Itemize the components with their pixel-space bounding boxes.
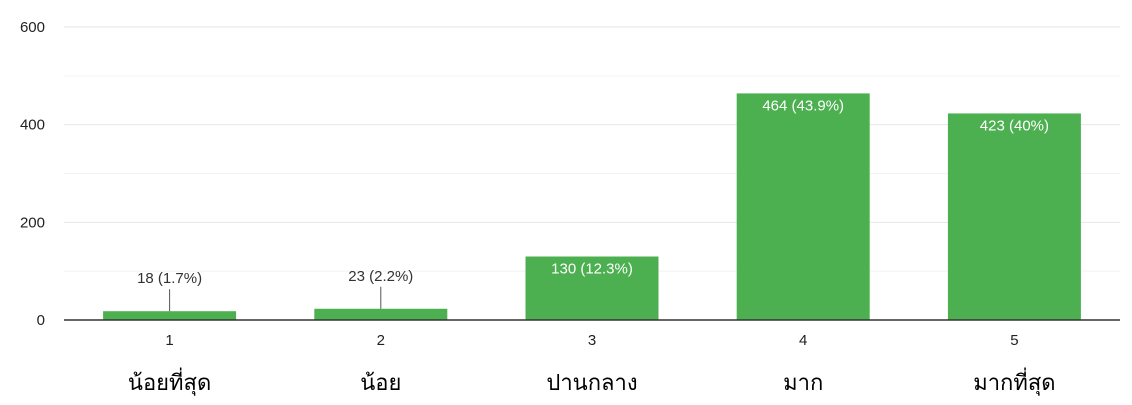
y-axis-ticks: 0 200 400 600 (20, 19, 45, 329)
x-axis-ticks: 1 2 3 4 5 (165, 332, 1018, 349)
bar-3 (525, 256, 659, 320)
x-tick-label: 5 (1010, 332, 1018, 349)
category-sublabels: น้อยที่สุด น้อย ปานกลาง มาก มากที่สุด (128, 367, 1056, 396)
bar-4 (736, 93, 870, 320)
category-sublabel: มาก (783, 371, 823, 396)
x-tick-label: 4 (799, 332, 807, 349)
data-label: 423 (40%) (980, 117, 1049, 134)
bars: 18 (1.7%) 23 (2.2%) 130 (12.3%) 464 (43.9%)… (103, 93, 1081, 320)
category-sublabel: น้อยที่สุด (128, 367, 211, 396)
category-sublabel: น้อย (360, 371, 401, 396)
x-tick-label: 1 (165, 332, 173, 349)
data-label: 130 (12.3%) (551, 261, 633, 278)
bar-5 (947, 113, 1081, 320)
category-sublabel: ปานกลาง (546, 371, 637, 396)
y-tick-label: 0 (37, 312, 45, 329)
data-label: 23 (2.2%) (348, 268, 413, 285)
gridlines (64, 26, 1120, 272)
bar-1 (103, 311, 237, 320)
data-label: 18 (1.7%) (137, 270, 202, 287)
y-tick-label: 600 (20, 19, 45, 36)
x-tick-label: 3 (588, 332, 596, 349)
y-tick-label: 200 (20, 214, 45, 231)
data-label: 464 (43.9%) (762, 97, 844, 114)
x-tick-label: 2 (377, 332, 385, 349)
category-sublabel: มากที่สุด (973, 367, 1055, 396)
y-tick-label: 400 (20, 117, 45, 134)
bar-2 (314, 308, 448, 320)
